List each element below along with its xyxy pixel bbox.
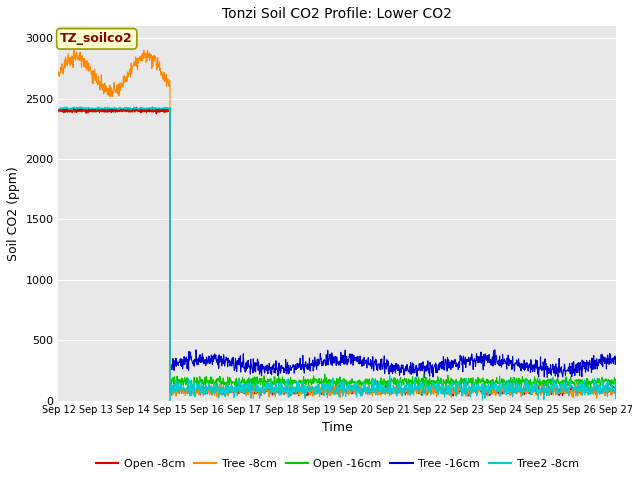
Text: TZ_soilco2: TZ_soilco2 <box>60 32 133 45</box>
Legend: Open -8cm, Tree -8cm, Open -16cm, Tree -16cm, Tree2 -8cm: Open -8cm, Tree -8cm, Open -16cm, Tree -… <box>92 455 583 474</box>
Y-axis label: Soil CO2 (ppm): Soil CO2 (ppm) <box>7 166 20 261</box>
Title: Tonzi Soil CO2 Profile: Lower CO2: Tonzi Soil CO2 Profile: Lower CO2 <box>222 7 452 21</box>
X-axis label: Time: Time <box>322 421 353 434</box>
